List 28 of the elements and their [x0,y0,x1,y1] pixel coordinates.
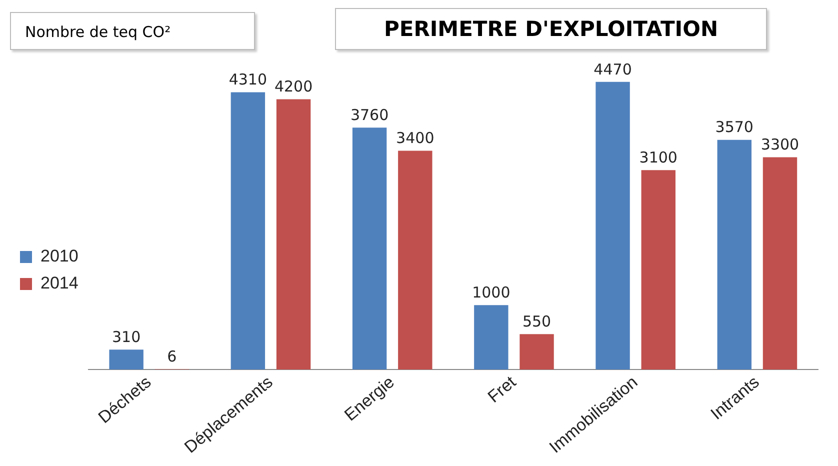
data-label: 3100 [639,148,678,166]
data-label: 4200 [274,78,313,96]
data-label: 310 [112,328,141,346]
chart-title: PERIMETRE D'EXPLOITATION [335,8,767,50]
data-label: 6 [167,348,177,366]
data-label: 3400 [396,129,434,148]
data-label: 4470 [594,60,632,78]
x-tick-label: Fret [484,372,520,406]
bar [520,334,554,370]
bar [276,99,311,370]
bar [717,140,752,370]
data-label: 3760 [350,106,389,124]
data-label: 550 [522,312,552,331]
bar [596,82,630,370]
bar [641,170,676,370]
legend-label: 2010 [40,246,78,266]
bar [109,350,144,370]
bar [398,150,432,370]
data-label: 1000 [472,284,510,302]
bar [352,128,387,370]
bar [474,305,508,370]
bar [762,157,798,370]
legend-label: 2014 [40,274,78,293]
data-label: 3300 [760,136,800,154]
y-axis-title: Nombre de teq CO² [10,12,255,50]
data-label: 3570 [715,118,754,136]
data-label: 4310 [228,70,268,89]
bar [230,92,266,370]
